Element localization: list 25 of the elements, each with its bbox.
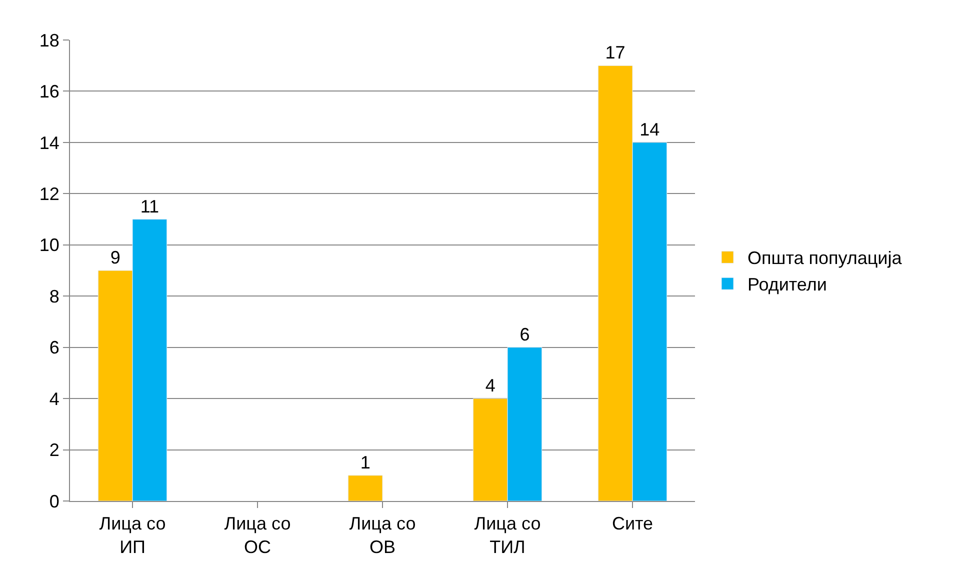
y-tick-label: 18	[39, 30, 60, 50]
bar	[348, 475, 383, 501]
legend-label: Општа популација	[748, 248, 903, 268]
legend-label: Родители	[748, 274, 827, 295]
x-tick-label: Лица со ОВ	[349, 514, 416, 557]
y-tick-label: 14	[39, 132, 60, 153]
data-label: 17	[605, 42, 626, 63]
data-label: 9	[110, 248, 120, 268]
y-tick-label: 16	[39, 82, 60, 102]
y-tick-label: 0	[49, 491, 60, 512]
y-tick-label: 8	[49, 286, 60, 306]
data-label: 1	[360, 452, 370, 472]
data-label: 4	[485, 376, 496, 396]
y-tick-label: 2	[49, 440, 60, 460]
y-tick-label: 6	[49, 338, 60, 358]
x-tick-label: Лица со ИП	[99, 514, 166, 557]
y-tick-label: 10	[39, 235, 60, 256]
x-tick-label: Сите	[612, 514, 654, 534]
y-tick-label: 12	[39, 184, 60, 204]
data-label: 11	[140, 196, 160, 216]
data-label: 14	[640, 119, 660, 140]
x-tick-label: Лица со ТИЛ	[474, 514, 541, 557]
y-tick-label: 4	[49, 388, 60, 409]
data-label: 6	[520, 324, 530, 344]
x-tick-label: Лица со ОС	[224, 514, 291, 557]
